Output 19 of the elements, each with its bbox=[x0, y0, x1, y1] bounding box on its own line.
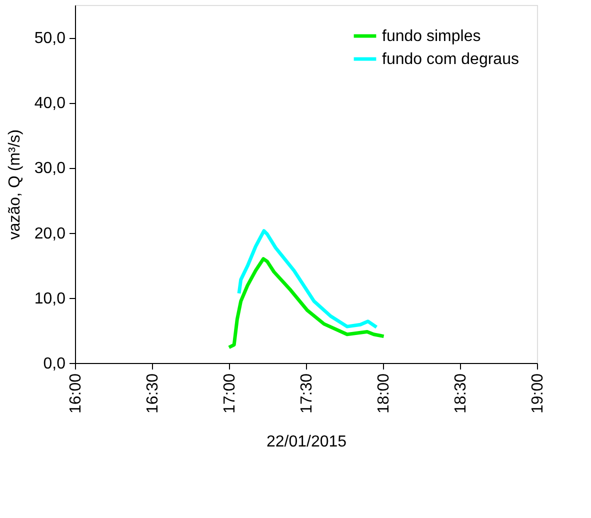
x-tick-label: 16:00 bbox=[68, 373, 84, 414]
y-tick-label: 50,0 bbox=[34, 30, 66, 48]
y-tick-label: 30,0 bbox=[34, 160, 66, 178]
y-tick-label: 20,0 bbox=[34, 225, 66, 242]
line-series bbox=[237, 229, 378, 329]
line-series bbox=[227, 257, 386, 350]
x-axis-title: 22/01/2015 bbox=[266, 434, 347, 451]
x-tick-label: 17:30 bbox=[298, 373, 316, 414]
y-tick-label: 10,0 bbox=[34, 290, 66, 308]
x-tick-label: 18:30 bbox=[452, 373, 470, 414]
legend-label: fundo simples bbox=[382, 28, 481, 45]
x-tick-label: 17:00 bbox=[222, 373, 238, 414]
x-tick-label: 18:00 bbox=[376, 373, 392, 414]
legend-label: fundo com degraus bbox=[382, 51, 519, 68]
y-tick-label: 40,0 bbox=[34, 95, 66, 112]
x-tick-label: 19:00 bbox=[530, 373, 546, 414]
x-tick-label: 16:30 bbox=[144, 373, 162, 414]
y-tick-label: 0,0 bbox=[43, 356, 66, 372]
y-axis-title: vazão, Q (m³/s) bbox=[6, 129, 24, 240]
